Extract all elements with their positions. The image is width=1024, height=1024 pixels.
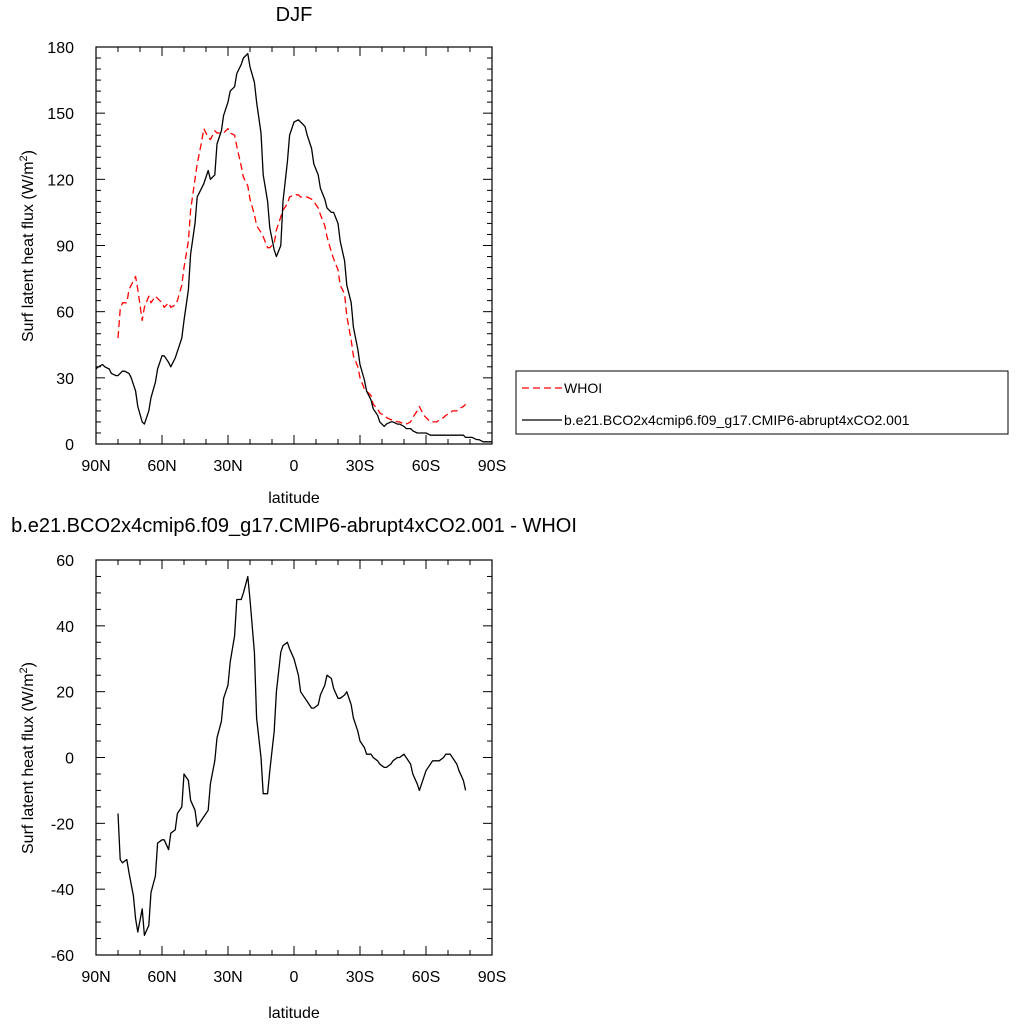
bottom-panel: b.e21.BCO2x4cmip6.f09_g17.CMIP6-abrupt4x… bbox=[11, 515, 577, 1022]
top-chart-title: DJF bbox=[276, 4, 313, 26]
bottom-x-tick-label: 90S bbox=[478, 969, 506, 986]
top-x-tick-label: 0 bbox=[290, 458, 299, 475]
bottom-y-tick-label: 40 bbox=[56, 619, 74, 636]
top-x-tick-label: 60S bbox=[412, 458, 440, 475]
top-y-tick-label: 60 bbox=[56, 305, 74, 322]
top-series-line-0 bbox=[117, 127, 467, 425]
top-x-tick-label: 30N bbox=[213, 458, 242, 475]
legend-label-model: b.e21.BCO2x4cmip6.f09_g17.CMIP6-abrupt4x… bbox=[564, 412, 910, 428]
bottom-y-tick-label: -60 bbox=[51, 948, 74, 965]
legend-label-whoi: WHOI bbox=[564, 380, 602, 396]
bottom-x-tick-label: 30S bbox=[346, 969, 374, 986]
bottom-y-axis-title: Surf latent heat flux (W/m2) bbox=[18, 662, 37, 854]
bottom-series-line-0 bbox=[117, 575, 467, 936]
bottom-y-tick-label: -40 bbox=[51, 882, 74, 899]
top-y-axis-title: Surf latent heat flux (W/m2) bbox=[18, 150, 37, 342]
bottom-x-axis-title: latitude bbox=[268, 1005, 320, 1022]
bottom-x-tick-label: 0 bbox=[290, 969, 299, 986]
top-y-tick-label: 0 bbox=[65, 437, 74, 454]
top-x-tick-label: 90S bbox=[478, 458, 506, 475]
top-y-tick-label: 90 bbox=[56, 239, 74, 256]
bottom-y-tick-label: 60 bbox=[56, 553, 74, 570]
legend-box bbox=[515, 370, 1009, 435]
top-panel: DJF Surf latent heat flux (W/m2) latitud… bbox=[18, 4, 320, 507]
top-x-tick-label: 30S bbox=[346, 458, 374, 475]
top-y-tick-label: 180 bbox=[47, 40, 74, 57]
top-x-tick-label: 60N bbox=[147, 458, 176, 475]
top-series-line-1 bbox=[95, 52, 492, 443]
top-y-tick-label: 120 bbox=[47, 172, 74, 189]
bottom-plot-frame bbox=[95, 559, 493, 956]
bottom-chart-title: b.e21.BCO2x4cmip6.f09_g17.CMIP6-abrupt4x… bbox=[11, 515, 577, 537]
bottom-x-tick-label: 60S bbox=[412, 969, 440, 986]
top-x-tick-label: 90N bbox=[81, 458, 110, 475]
bottom-x-tick-label: 90N bbox=[81, 969, 110, 986]
top-plot-frame bbox=[95, 46, 493, 445]
top-x-axis-title: latitude bbox=[268, 490, 320, 507]
bottom-plot: 90N 60N 30N 0 30S 60S 90S -60 -40 -20 0 20 40 60 bbox=[51, 553, 506, 986]
legend: WHOI b.e21.BCO2x4cmip6.f09_g17.CMIP6-abr… bbox=[515, 370, 1009, 435]
bottom-y-tick-label: -20 bbox=[51, 816, 74, 833]
bottom-y-tick-label: 20 bbox=[56, 685, 74, 702]
bottom-x-tick-label: 30N bbox=[213, 969, 242, 986]
top-plot: 90N 60N 30N 0 30S 60S 90S 0 30 60 90 120 150 180 bbox=[47, 40, 506, 475]
top-y-tick-label: 30 bbox=[56, 371, 74, 388]
bottom-y-tick-label: 0 bbox=[65, 751, 74, 768]
bottom-x-tick-label: 60N bbox=[147, 969, 176, 986]
top-y-tick-label: 150 bbox=[47, 106, 74, 123]
